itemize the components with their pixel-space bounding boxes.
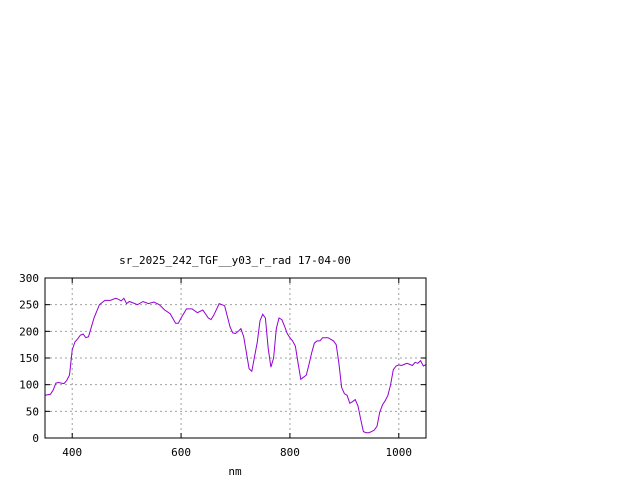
y-tick-label: 250 xyxy=(19,299,39,312)
chart-title: sr_2025_242_TGF__y03_r_rad 17-04-00 xyxy=(119,254,351,267)
series-line xyxy=(44,297,427,434)
series-group xyxy=(44,297,427,434)
x-tick-label: 800 xyxy=(280,446,300,459)
y-tick-label: 300 xyxy=(19,272,39,285)
y-tick-label: 200 xyxy=(19,325,39,338)
axis-ticks: 0 50 100 150 200 250 300 400 600 800 1000 xyxy=(19,272,426,459)
x-axis-label: nm xyxy=(228,465,242,478)
y-tick-label: 50 xyxy=(26,405,39,418)
y-tick-label: 100 xyxy=(19,379,39,392)
x-tick-label: 1000 xyxy=(386,446,413,459)
x-tick-label: 600 xyxy=(171,446,191,459)
grid-lines xyxy=(45,278,426,438)
y-tick-label: 0 xyxy=(32,432,39,445)
x-tick-label: 400 xyxy=(62,446,82,459)
y-tick-label: 150 xyxy=(19,352,39,365)
plot-frame xyxy=(44,277,427,439)
